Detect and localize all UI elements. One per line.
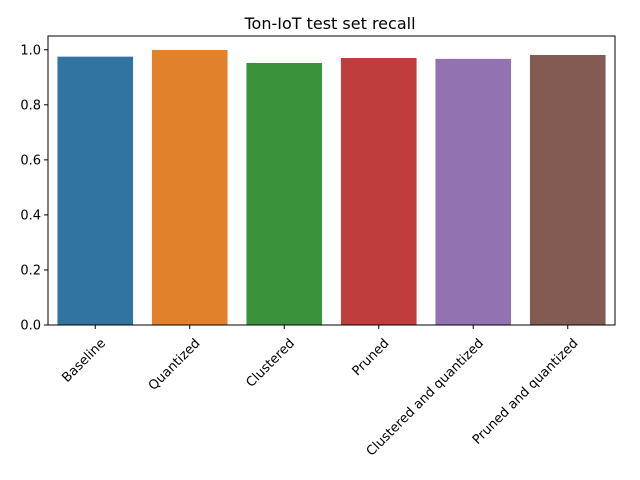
x-tick-label: Pruned bbox=[350, 336, 393, 379]
bar-clustered-and-quantized bbox=[435, 58, 512, 326]
bar-baseline bbox=[57, 56, 134, 326]
bar-clustered bbox=[246, 62, 323, 326]
y-tick-label: 0.8 bbox=[20, 98, 41, 113]
y-axis: 0.0 0.2 0.4 0.6 0.8 1.0 bbox=[20, 43, 48, 334]
bar-pruned bbox=[340, 58, 417, 326]
x-tick-label: Baseline bbox=[59, 336, 109, 386]
y-tick-label: 0.6 bbox=[20, 153, 41, 168]
y-tick-label: 0.4 bbox=[20, 208, 41, 223]
y-tick-label: 0.0 bbox=[20, 319, 41, 334]
x-tick-label: Clustered bbox=[243, 336, 298, 391]
y-tick-label: 0.2 bbox=[20, 263, 41, 278]
chart-title: Ton-IoT test set recall bbox=[243, 14, 415, 33]
y-tick-label: 1.0 bbox=[20, 43, 41, 58]
x-tick-label: Pruned and quantized bbox=[470, 336, 582, 448]
x-tick-label: Quantized bbox=[146, 336, 204, 394]
bar-quantized bbox=[151, 50, 228, 326]
bars-group bbox=[57, 50, 606, 326]
plot-frame bbox=[47, 35, 616, 326]
bar-pruned-and-quantized bbox=[529, 54, 606, 326]
x-axis: Baseline Quantized Clustered PrunedClustere… bbox=[59, 325, 581, 459]
